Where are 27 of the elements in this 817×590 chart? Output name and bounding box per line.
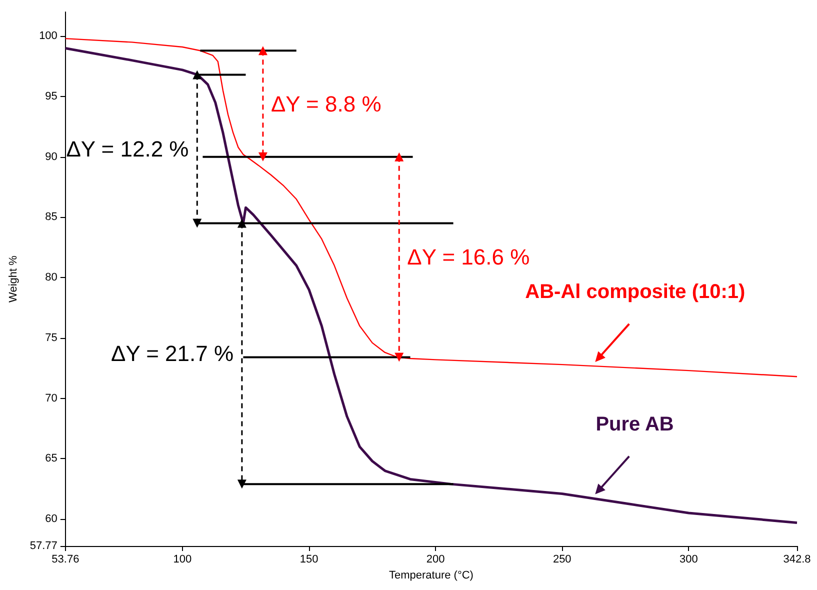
y-tick-label: 95 [45, 90, 58, 103]
y-tick-label: 60 [45, 513, 58, 526]
y-tick-label: 70 [45, 392, 58, 404]
line-series [64, 46, 798, 524]
y-tick-label: 100 [39, 30, 58, 42]
y-tick-label: 65 [45, 452, 58, 465]
x-tick-label: 250 [552, 554, 572, 566]
annotation: ΔY = 12.2 % [66, 136, 189, 162]
y-tick-label: 90 [45, 150, 58, 163]
x-tick-label: 300 [679, 554, 698, 566]
annotation: ΔY = 8.8 % [270, 91, 382, 116]
y-tick-label: 57.77 [30, 540, 58, 552]
y-tick-label: 75 [45, 332, 58, 344]
y-axis-title: Weight % [8, 255, 20, 302]
text: Pure AB [596, 413, 674, 436]
text: AB-Al composite (10:1) [525, 280, 746, 303]
y-tick-label: 85 [45, 211, 58, 224]
x-tick-label: 100 [173, 554, 192, 566]
x-axis-title: Temperature (°C) [388, 570, 474, 582]
y-tick-label: 80 [45, 272, 58, 284]
annotation: ΔY = 16.6 % [407, 244, 530, 270]
line-series [64, 38, 798, 378]
x-tick-label: 200 [426, 554, 445, 566]
x-tick-label: 150 [300, 554, 318, 566]
x-tick-label: 53.76 [52, 554, 80, 566]
x-tick-label: 342.8 [783, 554, 811, 566]
annotation: ΔY = 21.7 % [111, 341, 234, 366]
